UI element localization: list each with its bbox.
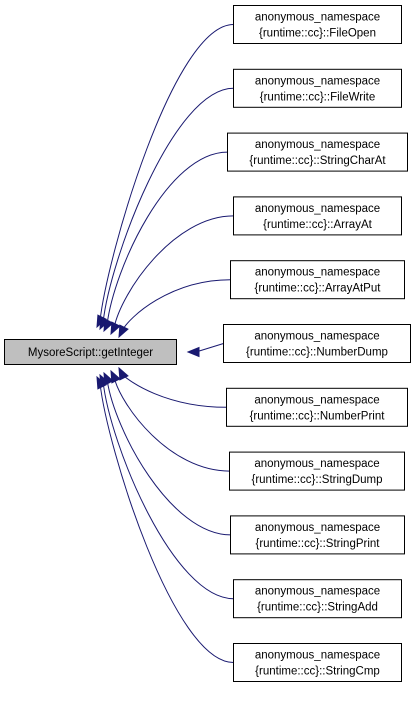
graph-edges bbox=[96, 24, 234, 663]
root-node-label: MysoreScript::getInteger bbox=[28, 347, 153, 359]
caller-namespace-label: anonymous_namespace bbox=[255, 12, 380, 24]
caller-function-label: {runtime::cc}::FileWrite bbox=[260, 91, 375, 103]
caller-function-label: {runtime::cc}::NumberPrint bbox=[250, 410, 386, 422]
caller-namespace-label: anonymous_namespace bbox=[255, 586, 380, 598]
arrowhead bbox=[186, 346, 200, 358]
call-edge-numberprint bbox=[121, 373, 227, 408]
caller-node-numberdump[interactable]: anonymous_namespace{runtime::cc}::Number… bbox=[223, 324, 411, 363]
call-edge-stringcharat bbox=[106, 151, 228, 326]
caller-namespace-label: anonymous_namespace bbox=[255, 203, 380, 215]
caller-node-numberprint[interactable]: anonymous_namespace{runtime::cc}::Number… bbox=[226, 387, 408, 427]
call-edge-stringdump bbox=[113, 376, 230, 472]
call-edge-stringcmp bbox=[99, 382, 234, 663]
caller-function-label: {runtime::cc}::StringCharAt bbox=[249, 155, 386, 167]
caller-namespace-label: anonymous_namespace bbox=[255, 650, 380, 662]
caller-function-label: {runtime::cc}::StringCmp bbox=[255, 666, 380, 678]
caller-node-stringcharat[interactable]: anonymous_namespace{runtime::cc}::String… bbox=[227, 132, 408, 172]
arrowhead bbox=[110, 369, 121, 384]
call-edge-arrayatput bbox=[121, 279, 231, 332]
caller-node-arrayatput[interactable]: anonymous_namespace{runtime::cc}::ArrayA… bbox=[230, 260, 405, 300]
caller-namespace-label: anonymous_namespace bbox=[254, 331, 379, 343]
arrowhead bbox=[103, 318, 114, 333]
caller-node-stringadd[interactable]: anonymous_namespace{runtime::cc}::String… bbox=[233, 579, 402, 619]
caller-function-label: {runtime::cc}::ArrayAtPut bbox=[255, 283, 382, 295]
caller-node-stringcmp[interactable]: anonymous_namespace{runtime::cc}::String… bbox=[233, 643, 402, 682]
arrowhead bbox=[118, 366, 129, 381]
caller-node-filewrite[interactable]: anonymous_namespace{runtime::cc}::FileWr… bbox=[233, 68, 402, 108]
graph-nodes: MysoreScript::getInteger anonymous_names… bbox=[4, 5, 411, 682]
caller-function-label: {runtime::cc}::StringPrint bbox=[256, 538, 381, 550]
caller-node-fileopen[interactable]: anonymous_namespace{runtime::cc}::FileOp… bbox=[233, 5, 402, 44]
caller-node-arrayat[interactable]: anonymous_namespace{runtime::cc}::ArrayA… bbox=[233, 196, 402, 236]
caller-namespace-label: anonymous_namespace bbox=[254, 394, 379, 406]
caller-namespace-label: anonymous_namespace bbox=[255, 522, 380, 534]
arrowhead bbox=[96, 375, 107, 390]
caller-function-label: {runtime::cc}::FileOpen bbox=[259, 28, 376, 40]
caller-function-label: {runtime::cc}::ArrayAt bbox=[263, 219, 372, 231]
call-edge-filewrite bbox=[102, 87, 234, 324]
call-edge-stringadd bbox=[102, 380, 234, 600]
caller-function-label: {runtime::cc}::NumberDump bbox=[246, 347, 388, 359]
caller-function-label: {runtime::cc}::StringDump bbox=[251, 474, 382, 486]
root-node[interactable]: MysoreScript::getInteger bbox=[4, 339, 177, 365]
caller-namespace-label: anonymous_namespace bbox=[254, 458, 379, 470]
caller-node-stringdump[interactable]: anonymous_namespace{runtime::cc}::String… bbox=[229, 451, 405, 491]
arrowhead bbox=[110, 321, 121, 336]
caller-node-stringprint[interactable]: anonymous_namespace{runtime::cc}::String… bbox=[230, 515, 405, 555]
call-edge-stringprint bbox=[106, 378, 231, 536]
caller-namespace-label: anonymous_namespace bbox=[255, 267, 380, 279]
caller-namespace-label: anonymous_namespace bbox=[255, 139, 380, 151]
caller-namespace-label: anonymous_namespace bbox=[255, 75, 380, 87]
arrowhead bbox=[118, 324, 129, 339]
call-edge-numberdump bbox=[195, 343, 224, 353]
caller-function-label: {runtime::cc}::StringAdd bbox=[257, 602, 378, 614]
call-edge-arrayat bbox=[113, 215, 234, 329]
call-edge-fileopen bbox=[99, 24, 234, 322]
